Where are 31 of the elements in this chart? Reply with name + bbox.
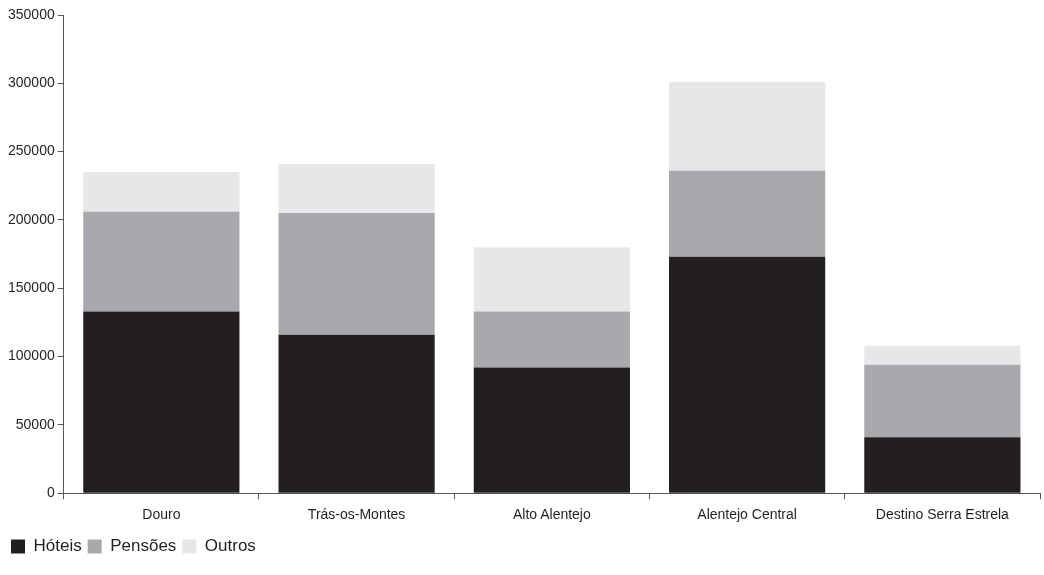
x-tick-label: Alentejo Central [697, 506, 797, 523]
bar [278, 213, 435, 335]
y-tick-label: 250000 [8, 142, 55, 159]
y-tick-label: 0 [46, 484, 55, 501]
y-tick-label: 200000 [8, 210, 55, 227]
bar [669, 81, 826, 171]
legend-label: Outros [204, 536, 256, 556]
x-tick-label: Alto Alentejo [512, 506, 591, 523]
legend-label: Hóteis [33, 536, 82, 556]
bar [864, 364, 1021, 438]
bar [278, 334, 435, 493]
bar [864, 437, 1021, 493]
legend-label: Pensões [110, 536, 177, 556]
y-tick-label: 300000 [8, 74, 55, 91]
x-tick-label: Destino Serra Estrela [875, 506, 1010, 523]
bar [278, 163, 435, 214]
y-tick-label: 50000 [15, 415, 55, 432]
x-tick-label: Douro [142, 506, 181, 523]
bar [83, 311, 240, 493]
y-tick-label: 100000 [8, 347, 55, 364]
x-tick-label: Trás-os-Montes [307, 506, 406, 523]
bar [669, 256, 826, 493]
bar [473, 367, 630, 493]
y-tick-label: 350000 [8, 5, 55, 22]
bar [669, 170, 826, 257]
bar [473, 311, 630, 368]
y-tick-label: 150000 [8, 279, 55, 296]
bar [83, 211, 240, 312]
bar [864, 345, 1021, 365]
bar [473, 247, 630, 312]
bar [83, 172, 240, 212]
